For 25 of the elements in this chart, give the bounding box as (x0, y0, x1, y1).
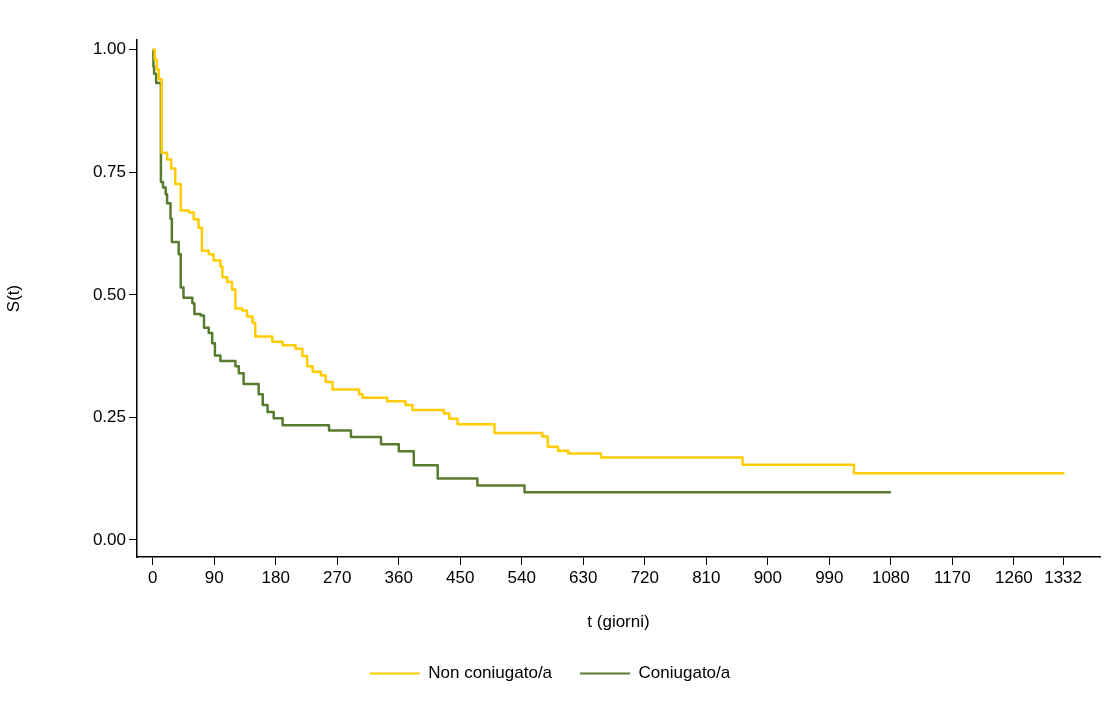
y-tick-label: 0.50 (92, 284, 126, 304)
x-axis-title: t (giorni) (587, 612, 650, 632)
y-tick-label: 0.00 (92, 529, 126, 549)
y-tick-label: 0.25 (92, 407, 126, 427)
x-tick-label: 1260 (994, 567, 1033, 587)
x-tick-label: 450 (446, 567, 475, 587)
x-tick-label: 0 (147, 567, 158, 587)
x-tick-label: 540 (507, 567, 536, 587)
x-tick-label: 1332 (1044, 567, 1083, 587)
x-tick-label: 360 (384, 567, 413, 587)
x-tick-label: 630 (569, 567, 598, 587)
legend-label: Non coniugato/a (428, 663, 553, 683)
x-tick-label: 90 (204, 567, 224, 587)
x-tick-label: 1170 (934, 567, 971, 587)
x-tick-label: 270 (323, 567, 352, 587)
x-tick-label: 180 (261, 567, 290, 587)
x-tick-label: 990 (815, 567, 844, 587)
y-tick-label: 1.00 (92, 39, 126, 59)
x-tick-label: 720 (630, 567, 659, 587)
x-tick-label: 1080 (871, 567, 910, 587)
y-axis-title: S(t) (3, 284, 23, 313)
x-tick-label: 900 (753, 567, 783, 587)
x-tick-label: 810 (692, 567, 721, 587)
y-tick-label: 0.75 (92, 162, 126, 181)
legend-label: Coniugato/a (638, 663, 731, 683)
